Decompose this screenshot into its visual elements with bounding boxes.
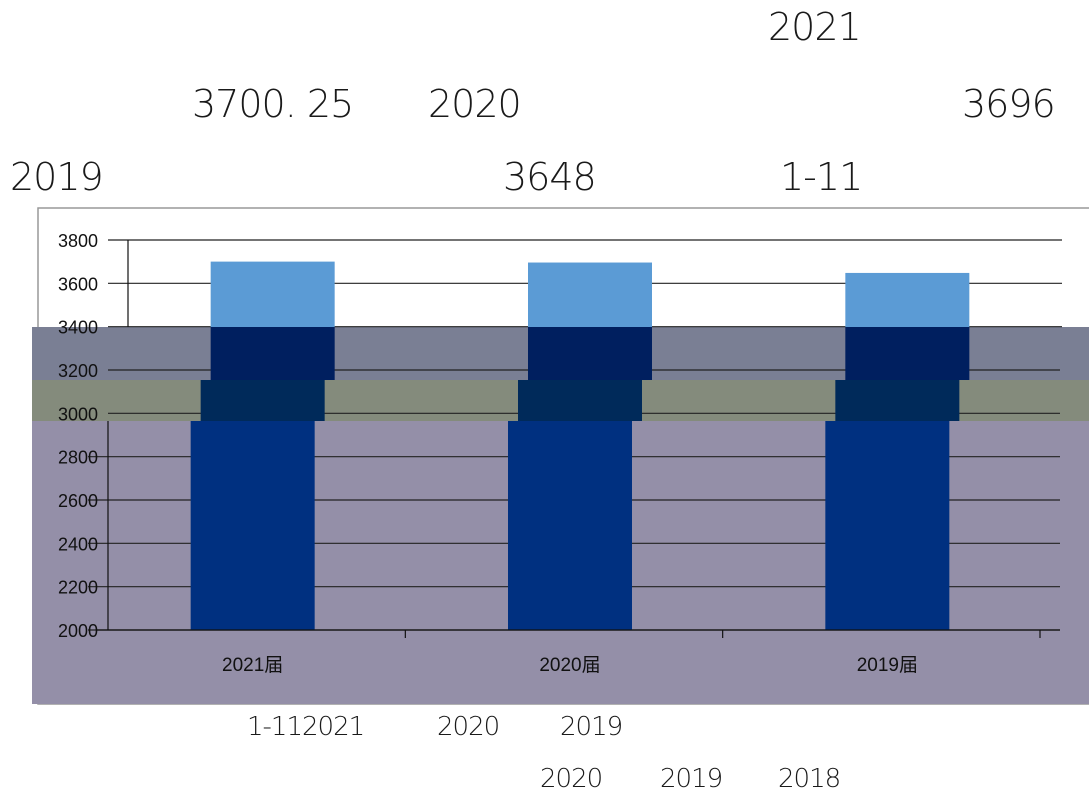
y-tick-label-2800: 2800	[58, 448, 98, 468]
footer-year-2019: 2019	[560, 712, 623, 742]
bar-2020届-lower	[508, 421, 632, 630]
bar-2021届-top	[210, 261, 335, 327]
y-tick-label-3000: 3000	[58, 404, 98, 424]
bar-2021届-band-middle	[200, 380, 325, 421]
y-tick-label-3200: 3200	[58, 361, 98, 381]
heading-value-3648: 3648	[503, 155, 597, 199]
heading-year-2019: 2019	[10, 155, 104, 199]
footer-range-years: 1-112021	[247, 712, 365, 742]
heading-year-2020: 2020	[428, 82, 522, 126]
x-tick-label-2020届: 2020届	[539, 655, 600, 676]
x-tick-label-2019届: 2019届	[857, 655, 918, 676]
x-tick-label-2021届: 2021届	[222, 655, 283, 676]
bar-2021届-band-upper	[210, 327, 335, 380]
bar-2019届-lower	[825, 421, 950, 630]
y-tick-label-3600: 3600	[58, 274, 98, 294]
heading-year-2021: 2021	[768, 5, 862, 49]
bar-2019届-band-middle	[835, 380, 960, 421]
y-tick-label-2600: 2600	[58, 491, 98, 511]
bar-2021届-lower	[190, 421, 315, 630]
y-tick-label-2400: 2400	[58, 534, 98, 554]
bar-2019届-band-upper	[845, 327, 970, 380]
y-tick-label-2000: 2000	[58, 621, 98, 641]
bars	[190, 261, 970, 630]
axes	[96, 240, 1060, 638]
heading-value-3700: 3700. 25	[192, 82, 354, 126]
heading-range-1-11: 1-11	[780, 155, 863, 199]
bar-2020届-band-middle	[518, 380, 642, 421]
footer-year-2020: 2020	[437, 712, 500, 742]
bar-2020届-band-upper	[528, 327, 652, 380]
heading-value-3696: 3696	[962, 82, 1056, 126]
bar-2020届-top	[528, 262, 652, 327]
y-tick-label-3800: 3800	[58, 231, 98, 251]
y-tick-label-2200: 2200	[58, 578, 98, 598]
footer-year-2020-b: 2020	[540, 764, 603, 794]
axis-labels: 2021届 2020届 2019届 2000 2200 2400 2600 2800 3000 3…	[58, 231, 918, 676]
footer-year-2018: 2018	[778, 764, 841, 794]
footer-year-2019-b: 2019	[660, 764, 723, 794]
bar-2019届-top	[845, 272, 970, 327]
y-tick-label-3400: 3400	[58, 318, 98, 338]
